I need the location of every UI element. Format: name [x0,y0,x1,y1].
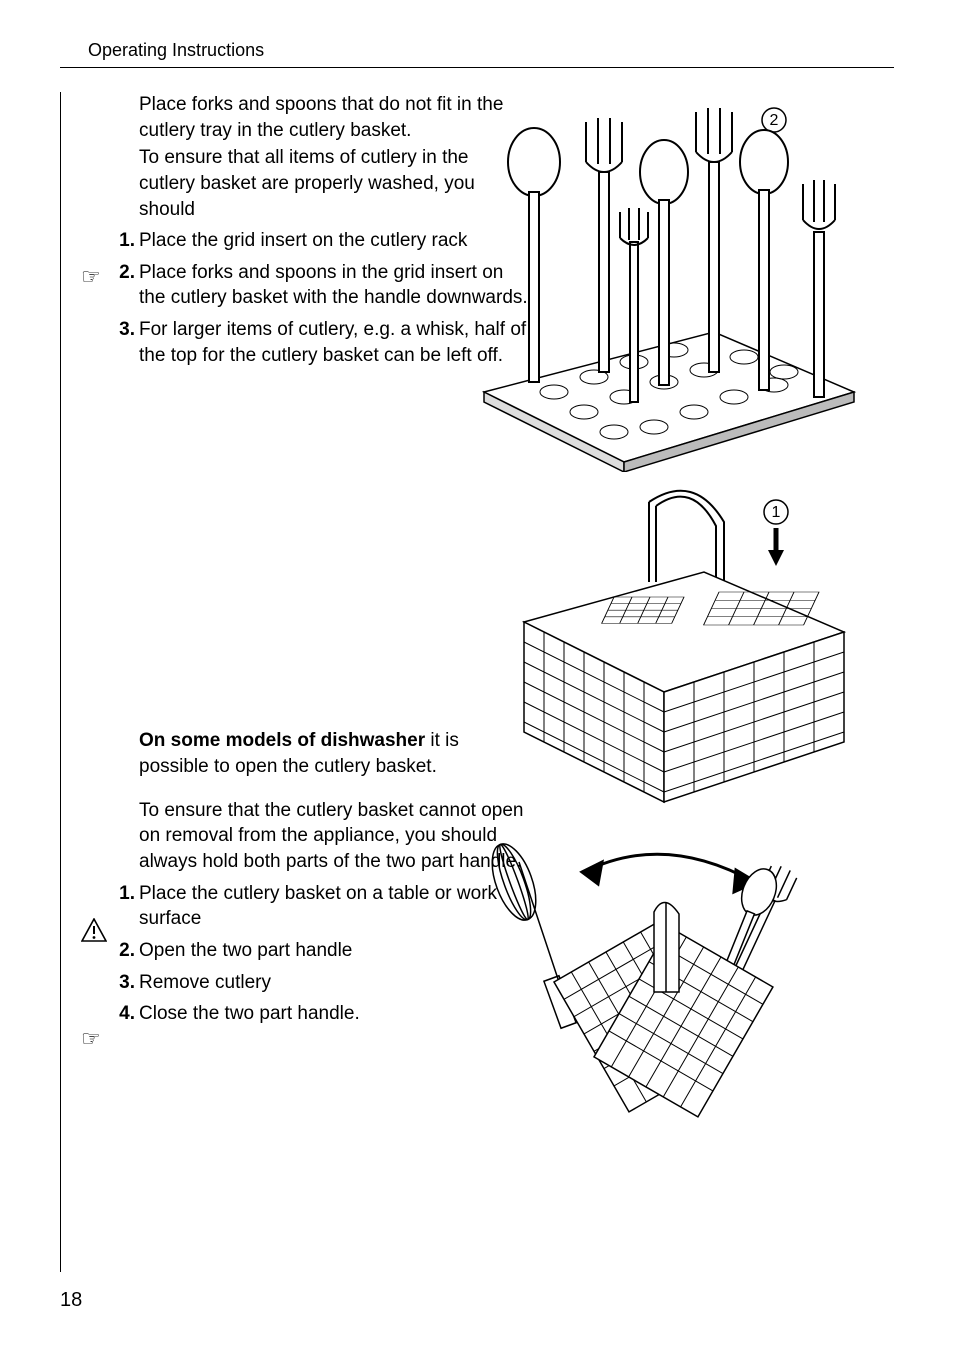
caution-triangle-icon [81,918,107,948]
hand-pointer-icon [81,264,101,290]
header-rule [60,67,894,68]
figure-cutlery-basket: 1 [464,482,864,822]
step-number: 2. [115,260,139,286]
content-area: Place forks and spoons that do not fit i… [60,92,894,1272]
figure-grid-insert-utensils: 2 [464,92,864,472]
section2-heading: On some models of dishwasher [139,730,425,751]
svg-text:1: 1 [772,504,781,521]
step-number: 1. [115,228,139,254]
step-number: 3. [115,317,139,343]
page-number: 18 [60,1289,82,1312]
step-number: 2. [115,938,139,964]
step-number: 3. [115,970,139,996]
running-header: Operating Instructions [88,40,894,61]
hand-pointer-icon [81,1026,101,1052]
figure-open-basket [464,832,864,1152]
svg-text:2: 2 [770,112,779,129]
step-number: 1. [115,881,139,907]
step-number: 4. [115,1001,139,1027]
